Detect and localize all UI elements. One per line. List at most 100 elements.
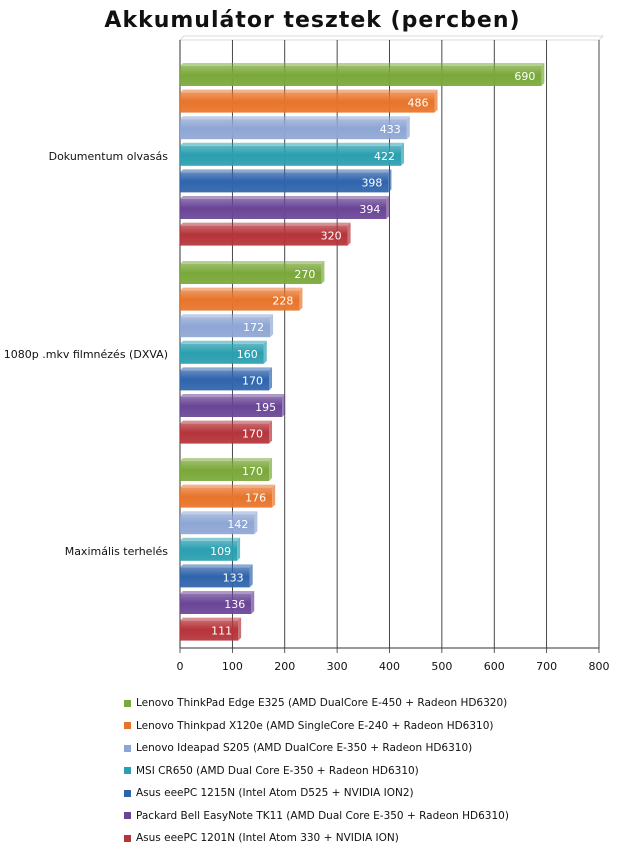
bar-value-label: 394 [359, 203, 380, 216]
legend-swatch [124, 722, 131, 730]
bar [180, 370, 270, 391]
bar-value-label: 398 [361, 176, 382, 189]
labels: 0 100 200 300 400 500 600 700 800 Dokumentum olva… [4, 70, 610, 673]
bar-top-face [180, 484, 276, 488]
bar-side-face [406, 116, 410, 140]
bar-value-label: 195 [255, 401, 276, 414]
bar [180, 397, 283, 417]
bar [180, 423, 270, 444]
bar [180, 119, 407, 140]
bar [180, 264, 322, 284]
x-tick-label: 200 [274, 660, 295, 673]
bar-top-face [180, 142, 405, 146]
bar-top-face [180, 394, 286, 397]
bar-value-label: 170 [242, 374, 263, 387]
legend-item: Lenovo ThinkPad Edge E325 (AMD DualCore … [124, 692, 604, 715]
bar-top-face [180, 89, 438, 93]
bar-value-label: 133 [223, 571, 244, 584]
bar-value-label: 320 [321, 230, 342, 243]
bar-top-face [180, 287, 303, 291]
bar-side-face [237, 537, 241, 561]
bar-top-face [180, 63, 545, 66]
x-tick-label: 500 [431, 660, 452, 673]
x-tick-label: 0 [177, 660, 184, 673]
x-tick-label: 100 [222, 660, 243, 673]
bar-value-label: 160 [237, 348, 258, 361]
bar-top-face [180, 511, 258, 515]
legend-label: Lenovo Ideapad S205 (AMD DualCore E-350 … [136, 742, 473, 755]
bar-top-face [180, 314, 274, 318]
bar-side-face [401, 142, 405, 166]
bar-top-face [180, 367, 273, 371]
bar-value-label: 690 [514, 70, 535, 83]
bar-value-label: 172 [243, 321, 264, 334]
bar-top-face [180, 564, 253, 568]
legend-swatch [124, 744, 131, 752]
bar-top-face [180, 116, 410, 120]
bar-value-label: 486 [408, 97, 429, 110]
bar [180, 199, 387, 219]
bar-side-face [269, 367, 273, 391]
legend-label: Packard Bell EasyNote TK11 (AMD Dual Cor… [136, 809, 509, 822]
bar-side-face [299, 287, 303, 311]
bar-value-label: 433 [380, 123, 401, 136]
bar-value-label: 270 [294, 268, 315, 281]
bar [180, 594, 252, 614]
bar [180, 317, 271, 338]
category-label: 1080p .mkv filmnézés (DXVA) [4, 348, 168, 361]
x-tick-label: 700 [536, 660, 557, 673]
bar-side-face [249, 564, 253, 588]
bar-side-face [269, 458, 273, 481]
bar [180, 145, 402, 166]
bar-top-face [180, 196, 390, 199]
legend: Lenovo ThinkPad Edge E325 (AMD DualCore … [124, 692, 604, 850]
bar-top-face [180, 458, 273, 461]
bar [180, 172, 389, 193]
bar-side-face [254, 511, 258, 535]
bar-side-face [321, 261, 325, 284]
bar-top-face [180, 591, 255, 594]
bar-value-label: 142 [227, 518, 248, 531]
x-tick-label: 800 [589, 660, 610, 673]
legend-item: Lenovo Thinkpad X120e (AMD SingleCore E-… [124, 715, 604, 738]
bar-side-face [541, 63, 545, 86]
x-tick-label: 400 [379, 660, 400, 673]
bar-side-face [269, 420, 273, 444]
bar-value-label: 228 [272, 295, 293, 308]
bar-value-label: 170 [242, 428, 263, 441]
bar-side-face [347, 222, 351, 246]
bar [180, 487, 273, 508]
bar-value-label: 176 [245, 492, 266, 505]
legend-label: Asus eeePC 1215N (Intel Atom D525 + NVID… [136, 787, 414, 800]
bar-value-label: 111 [211, 625, 232, 638]
legend-swatch [124, 834, 131, 842]
legend-label: MSI CR650 (AMD Dual Core E-350 + Radeon … [136, 764, 419, 777]
legend-label: Lenovo ThinkPad Edge E325 (AMD DualCore … [136, 697, 508, 710]
bar-top-face [180, 420, 273, 424]
bar-side-face [282, 394, 286, 417]
x-tick-label: 600 [484, 660, 505, 673]
legend-swatch [124, 789, 131, 797]
bar [180, 225, 348, 246]
bar-top-face [180, 169, 392, 173]
bar-value-label: 170 [242, 465, 263, 478]
bar-top-face [180, 261, 325, 264]
bar-side-face [238, 617, 242, 641]
legend-label: Lenovo Thinkpad X120e (AMD SingleCore E-… [136, 719, 494, 732]
category-label: Dokumentum olvasás [49, 150, 169, 163]
bar [180, 461, 270, 481]
bar-chart-plot: 0 100 200 300 400 500 600 700 800 Dokumentum olva… [4, 35, 610, 673]
bar-top-face [180, 617, 242, 621]
bar [180, 92, 435, 113]
bar-value-label: 422 [374, 150, 395, 163]
chart-title: Akkumulátor tesztek (percben) [104, 8, 521, 33]
bar-side-face [251, 591, 255, 614]
bar-side-face [386, 196, 390, 219]
bar [180, 567, 250, 588]
legend-item: MSI CR650 (AMD Dual Core E-350 + Radeon … [124, 760, 604, 783]
bar-side-face [272, 484, 276, 508]
bar-side-face [434, 89, 438, 113]
bar-value-label: 109 [210, 545, 231, 558]
bar [180, 66, 542, 86]
bar [180, 514, 255, 535]
